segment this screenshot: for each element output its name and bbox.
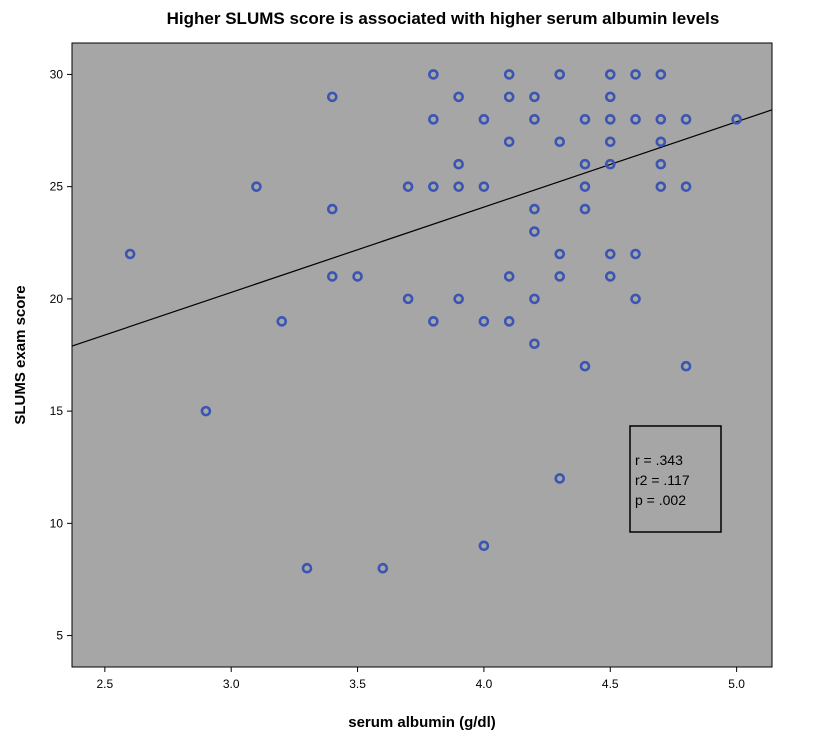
data-point (655, 69, 667, 80)
chart-title: Higher SLUMS score is associated with hi… (167, 9, 720, 28)
data-point (503, 136, 515, 148)
stats-box-frame (629, 425, 722, 533)
x-tick-label: 3.0 (223, 677, 240, 691)
data-point (529, 293, 540, 305)
data-point (604, 158, 616, 170)
data-point (428, 316, 439, 327)
data-point (124, 248, 136, 260)
data-point (377, 562, 389, 574)
data-point (604, 69, 616, 80)
data-point (604, 114, 616, 125)
data-point (453, 293, 464, 305)
data-point (655, 136, 667, 148)
data-point (630, 114, 641, 125)
data-point (604, 271, 616, 282)
data-point (579, 360, 591, 372)
data-point (731, 114, 742, 125)
data-point (604, 136, 616, 148)
data-point (326, 271, 338, 282)
y-tick-label: 25 (50, 180, 64, 194)
data-point (655, 114, 667, 125)
data-point (655, 158, 667, 170)
data-point (554, 69, 566, 80)
data-point (529, 114, 540, 125)
data-point (529, 338, 540, 350)
data-point (326, 91, 338, 103)
data-point (453, 181, 464, 192)
x-axis-title: serum albumin (g/dl) (348, 714, 496, 731)
x-axis: 2.5 3.0 3.5 4.0 4.5 5.0 (97, 667, 745, 691)
data-point (630, 293, 641, 305)
data-point (529, 203, 540, 215)
data-point (554, 473, 566, 484)
data-point (301, 562, 313, 574)
data-point (579, 203, 591, 215)
data-point (630, 248, 641, 260)
data-point (529, 226, 540, 237)
stats-r: r = .343 (635, 452, 683, 468)
data-point (428, 69, 439, 80)
data-point (428, 181, 439, 192)
y-tick-label: 20 (50, 292, 64, 306)
data-point (326, 203, 338, 215)
data-point (478, 540, 490, 552)
y-tick-label: 30 (50, 67, 64, 81)
data-point (579, 114, 591, 125)
data-point (604, 91, 616, 103)
y-tick-label: 5 (56, 629, 63, 643)
data-point (200, 405, 212, 417)
x-tick-label: 4.0 (476, 677, 493, 691)
x-tick-label: 4.5 (602, 677, 619, 691)
data-point (478, 114, 490, 125)
plot-area (71, 42, 773, 668)
x-tick-label: 2.5 (97, 677, 114, 691)
data-point (453, 158, 464, 170)
data-point (680, 360, 692, 372)
data-point (579, 181, 591, 192)
data-point (402, 181, 414, 192)
x-tick-label: 3.5 (349, 677, 366, 691)
data-point (251, 181, 262, 192)
data-point (503, 316, 515, 327)
data-point (428, 114, 439, 125)
data-point (554, 271, 566, 282)
stats-r2: r2 = .117 (635, 472, 690, 488)
data-points (124, 69, 742, 574)
data-point (478, 181, 490, 192)
y-axis-title: SLUMS exam score (12, 285, 29, 424)
stats-p: p = .002 (635, 492, 686, 508)
data-point (529, 91, 540, 103)
x-tick-label: 5.0 (728, 677, 745, 691)
data-point (402, 293, 414, 305)
data-point (680, 181, 692, 192)
data-point (554, 136, 566, 148)
data-point (478, 316, 490, 327)
data-point (503, 91, 515, 103)
data-point (579, 158, 591, 170)
y-tick-label: 15 (50, 404, 64, 418)
data-point (503, 271, 515, 282)
data-point (655, 181, 667, 192)
data-point (554, 248, 566, 260)
y-axis: 5 10 15 20 25 30 (50, 67, 72, 643)
data-point (276, 316, 288, 327)
data-point (503, 69, 515, 80)
regression-line (71, 109, 773, 347)
data-point (604, 248, 616, 260)
data-point (352, 271, 363, 282)
data-point (630, 69, 641, 80)
stats-box: r = .343 r2 = .117 p = .002 (629, 425, 722, 533)
data-point (680, 114, 692, 125)
data-point (453, 91, 464, 103)
y-tick-label: 10 (50, 516, 64, 530)
